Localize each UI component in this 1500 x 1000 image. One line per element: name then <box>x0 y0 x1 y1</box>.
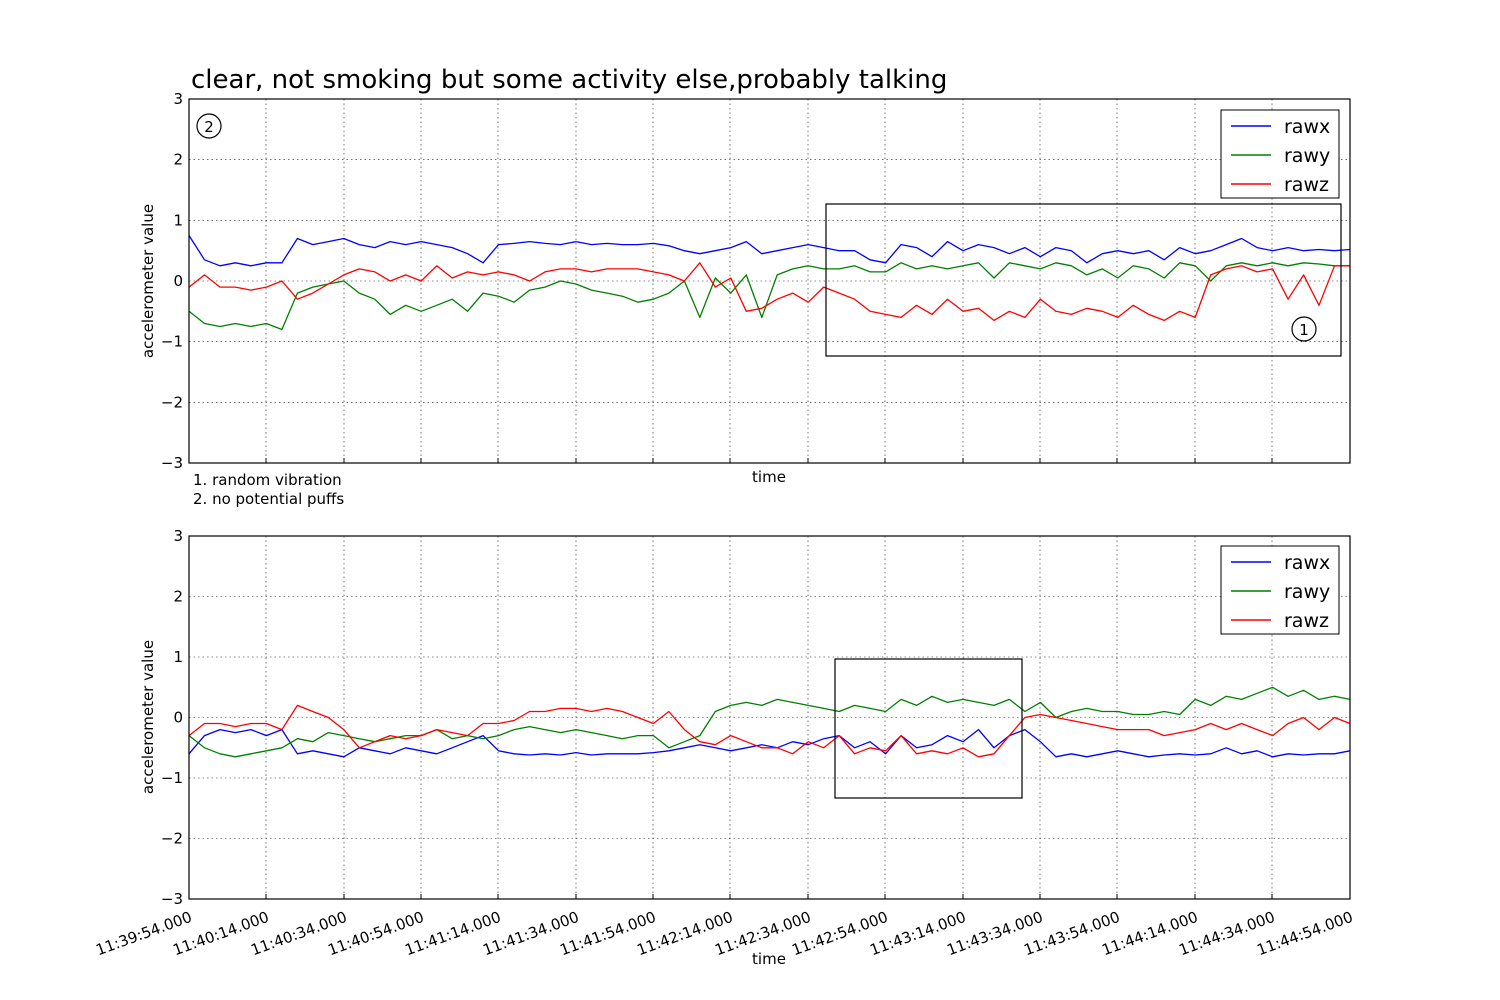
y-tick-label: −1 <box>161 769 183 787</box>
bottom-annotation-box <box>834 658 1023 799</box>
bottom-legend-label-rawz: rawz <box>1284 610 1329 632</box>
bottom-y-tick-labels: 3 2 1 0 −1 −2 −3 <box>161 527 183 908</box>
top-annotation-box <box>825 203 1342 357</box>
region-marker-1-label: 1 <box>1299 321 1309 339</box>
top-legend-label-rawz: rawz <box>1284 174 1329 196</box>
series-line-rawx <box>188 728 1351 758</box>
top-legend: rawx rawy rawz <box>1220 109 1340 199</box>
bottom-legend-label-rawy: rawy <box>1284 581 1330 603</box>
chart-title: clear, not smoking but some activity els… <box>191 65 947 95</box>
y-tick-label: 0 <box>173 272 183 290</box>
top-panel: clear, not smoking but some activity els… <box>139 65 1351 508</box>
top-legend-label-rawy: rawy <box>1284 145 1330 167</box>
y-tick-label: 0 <box>173 709 183 727</box>
y-tick-label: −3 <box>161 890 183 908</box>
top-axes-frame <box>188 98 1351 464</box>
y-tick-label: 3 <box>173 527 183 545</box>
y-tick-label: −1 <box>161 333 183 351</box>
y-tick-label: −3 <box>161 454 183 472</box>
bottom-x-axis-label: time <box>752 950 786 968</box>
y-tick-label: 3 <box>173 90 183 108</box>
bottom-y-axis-label: accelerometer value <box>139 640 157 794</box>
bottom-series-group <box>188 686 1351 758</box>
series-line-rawy <box>188 262 1350 331</box>
top-legend-label-rawx: rawx <box>1284 116 1330 138</box>
top-x-axis-label: time <box>752 468 786 486</box>
y-tick-label: 1 <box>173 648 183 666</box>
series-line-rawx <box>188 235 1351 267</box>
bottom-axes-frame <box>188 535 1351 900</box>
note-2: 2. no potential puffs <box>193 490 344 508</box>
bottom-legend-label-rawx: rawx <box>1284 552 1330 574</box>
region-marker-2-circle <box>196 113 222 139</box>
series-line-rawz <box>188 704 1351 758</box>
y-tick-label: 2 <box>173 588 183 606</box>
series-line-rawz <box>188 262 1350 322</box>
y-tick-label: −2 <box>161 393 183 411</box>
note-1: 1. random vibration <box>193 471 342 489</box>
bottom-legend: rawx rawy rawz <box>1220 545 1340 635</box>
series-line-rawy <box>188 686 1351 758</box>
top-y-tick-labels: 3 2 1 0 −1 −2 −3 <box>161 90 183 472</box>
top-series-group <box>188 235 1351 331</box>
top-y-axis-label: accelerometer value <box>139 204 157 358</box>
y-tick-label: 2 <box>173 151 183 169</box>
y-tick-label: 1 <box>173 211 183 229</box>
region-marker-1-circle <box>1291 316 1317 342</box>
y-tick-label: −2 <box>161 830 183 848</box>
region-marker-2-label: 2 <box>204 118 214 136</box>
